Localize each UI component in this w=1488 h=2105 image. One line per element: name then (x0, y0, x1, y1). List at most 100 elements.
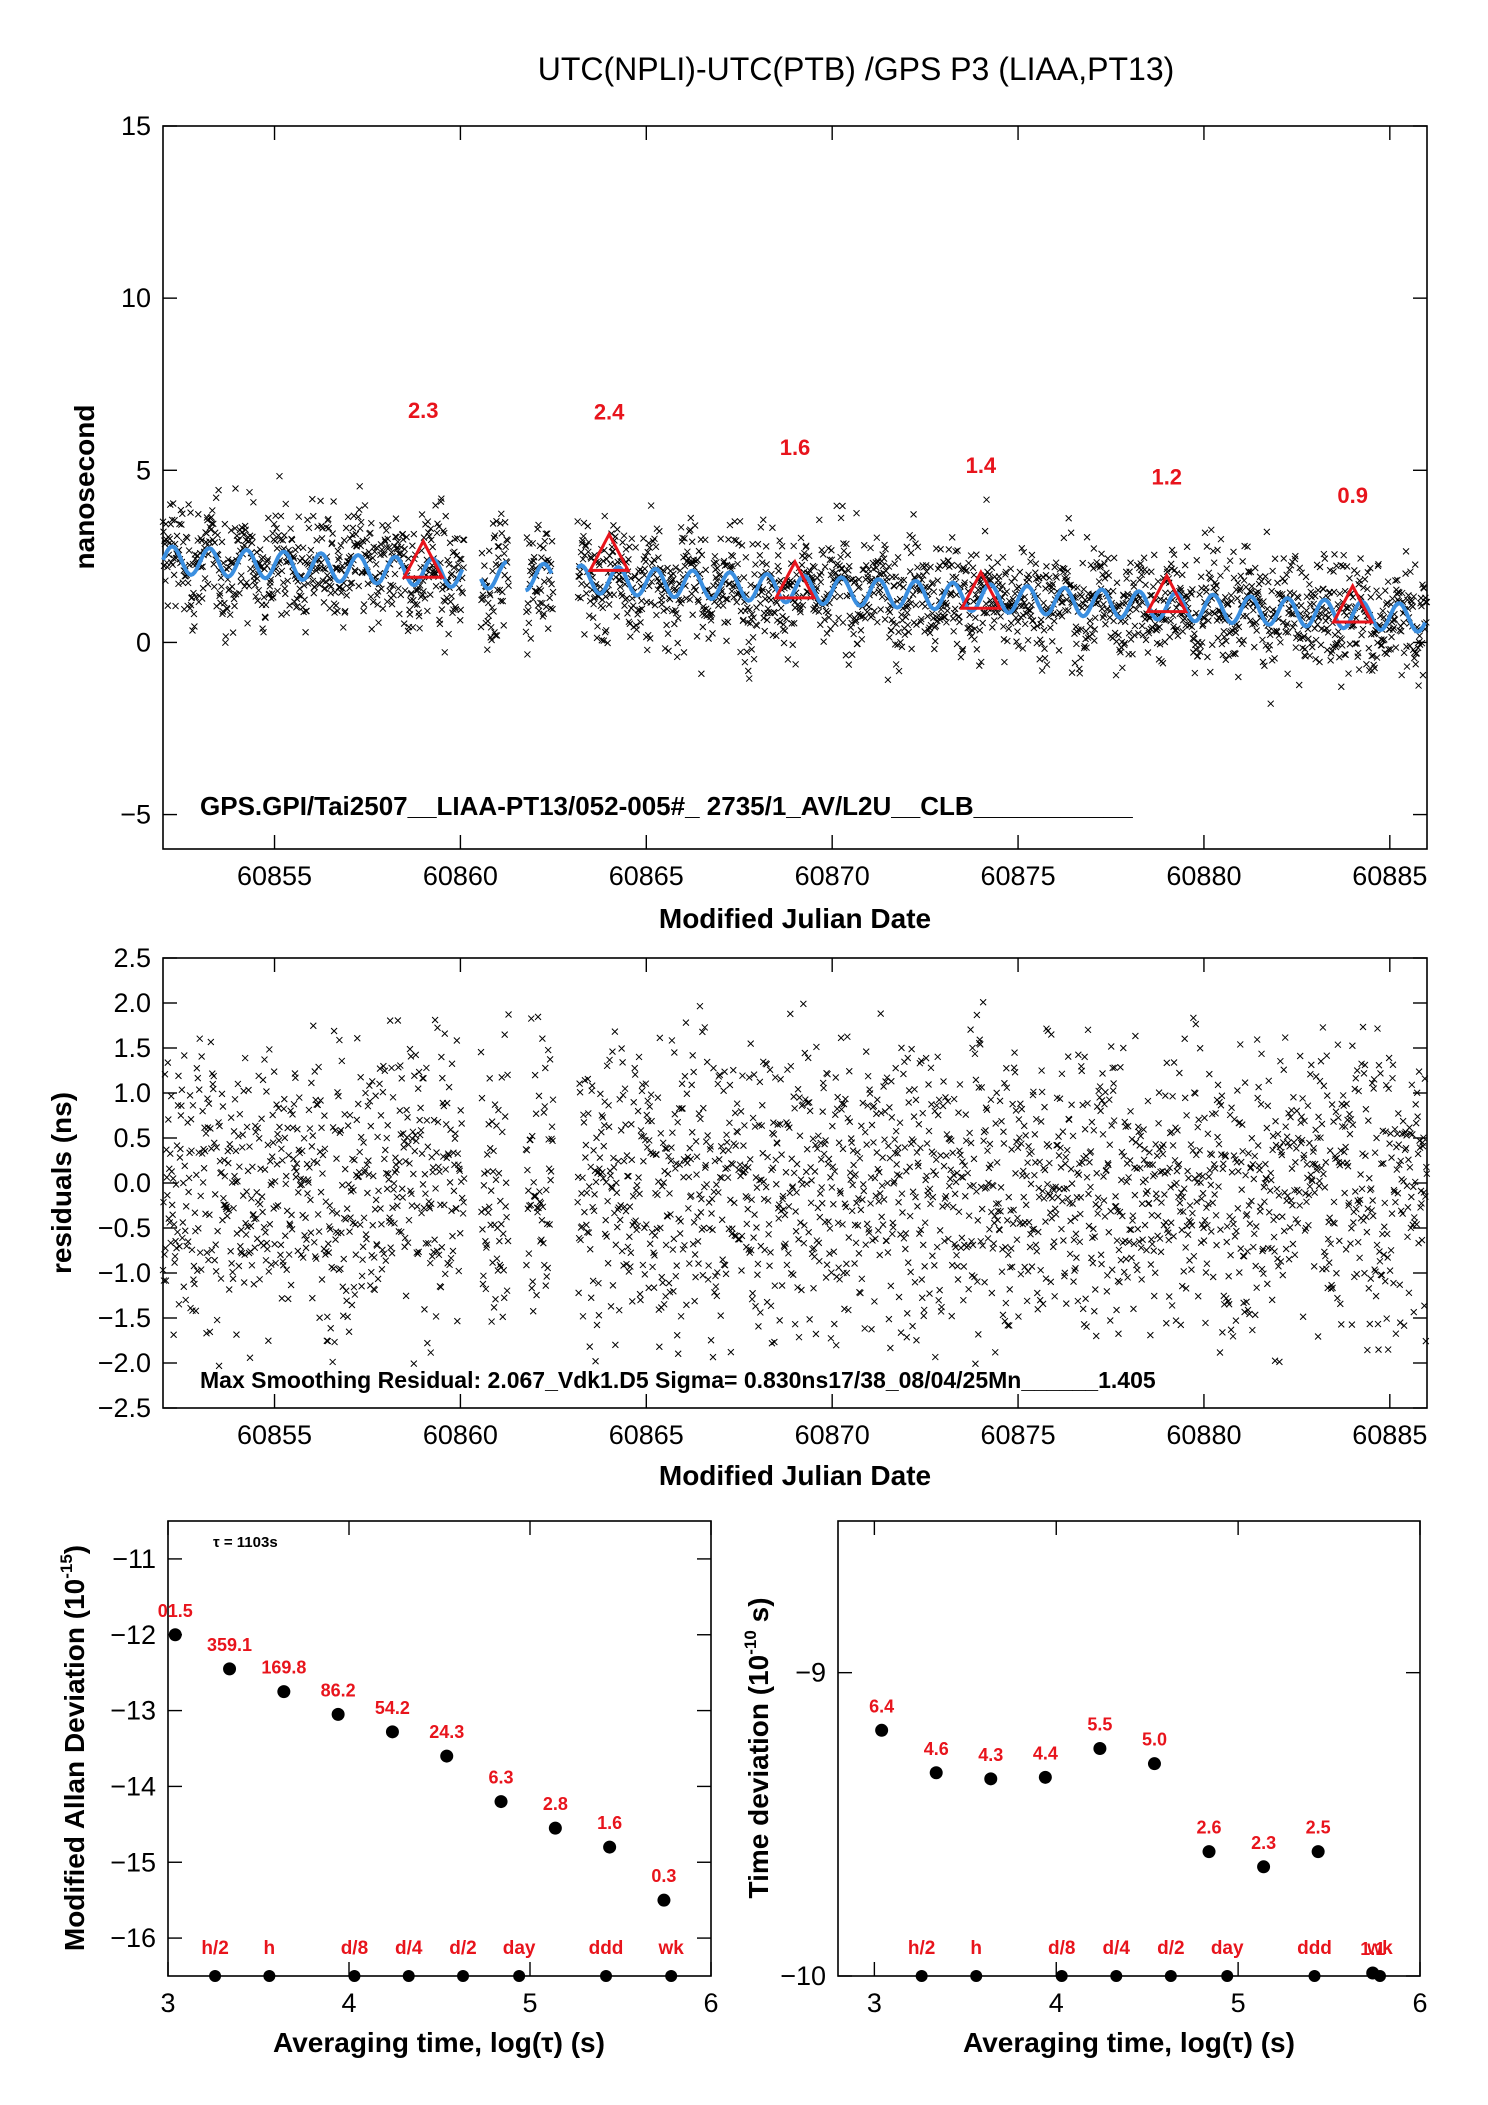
mid-point (645, 1284, 653, 1292)
mid-point (1000, 1128, 1007, 1136)
top-point (1190, 630, 1198, 638)
mid-point (1364, 1346, 1371, 1354)
top-point (1168, 546, 1176, 554)
mid-point (1203, 1260, 1211, 1268)
mid-point (956, 1147, 963, 1155)
top-point (236, 589, 243, 597)
mid-point (903, 1310, 911, 1317)
top-point (184, 579, 192, 587)
top-point (884, 676, 892, 684)
mid-point (302, 1244, 310, 1252)
top-point (1228, 597, 1235, 605)
top-point (788, 579, 796, 586)
mid-point (751, 1211, 758, 1218)
mid-point (863, 1220, 871, 1228)
mid-point (885, 1142, 892, 1150)
top-point (502, 543, 510, 551)
top-point (597, 583, 604, 591)
mid-point (895, 1293, 903, 1301)
mid-point (1202, 1269, 1210, 1276)
mid-point (489, 1168, 497, 1175)
top-point (1363, 660, 1370, 668)
top-point (1014, 628, 1021, 635)
top-point (208, 520, 216, 528)
mid-point (1188, 1266, 1195, 1273)
top-point (1197, 573, 1205, 581)
mid-point (1320, 1082, 1328, 1090)
mid-point (226, 1145, 234, 1153)
mid-point (1053, 1141, 1060, 1149)
top-point (378, 546, 386, 554)
top-point (1121, 639, 1129, 647)
mid-point (269, 1111, 277, 1119)
mid-point (1237, 1245, 1245, 1252)
top-point (1351, 640, 1359, 647)
top-point (1125, 629, 1133, 637)
top-point (378, 585, 385, 593)
mid-point (460, 1198, 467, 1206)
mid-point (1306, 1139, 1313, 1147)
top-point (500, 622, 508, 629)
mid-point (756, 1078, 764, 1086)
mid-point (1076, 1210, 1084, 1218)
top-point (194, 510, 202, 518)
mid-point (625, 1268, 633, 1275)
mid-point (613, 1223, 621, 1231)
top-point (895, 628, 902, 636)
mid-point (192, 1307, 200, 1315)
mid-point (546, 1056, 554, 1063)
top-point (371, 548, 379, 556)
mid-point (395, 1158, 403, 1166)
top-point (820, 638, 828, 645)
mid-point (1112, 1202, 1120, 1210)
top-point (337, 589, 345, 596)
top-point (698, 551, 706, 559)
mid-point (871, 1174, 879, 1182)
mid-point (1317, 1057, 1325, 1065)
mid-point (433, 1149, 440, 1156)
mid-point (918, 1276, 926, 1283)
top-point (450, 564, 458, 571)
top-point (674, 639, 682, 647)
mid-point (766, 1066, 774, 1074)
mid-point (647, 1091, 655, 1099)
top-point (742, 607, 749, 615)
top-point (988, 564, 996, 572)
top-point (1294, 594, 1302, 602)
top-point (302, 628, 309, 636)
mid-point (1031, 1171, 1038, 1179)
mid-point (920, 1306, 928, 1314)
mid-point (1322, 1265, 1330, 1273)
mid-point (374, 1133, 381, 1141)
top-point (1292, 552, 1299, 560)
top-point (1217, 572, 1224, 580)
mid-point (1373, 1134, 1380, 1142)
mid-point (764, 1153, 771, 1161)
top-point (1287, 561, 1295, 569)
mid-point (1265, 1208, 1273, 1216)
mid-point (455, 1267, 463, 1275)
mid-point (529, 1307, 537, 1315)
top-point (1330, 588, 1338, 596)
top-point (327, 589, 335, 597)
top-annotation: GPS.GPI/Tai2507__LIAA-PT13/052-005#_ 273… (200, 791, 1133, 821)
mid-point (650, 1284, 658, 1292)
top-point (873, 534, 881, 542)
mid-point (303, 1160, 311, 1168)
mid-point (1278, 1213, 1286, 1220)
top-point (1218, 640, 1226, 648)
top-point (1135, 601, 1143, 608)
top-point (373, 591, 381, 599)
mid-point (938, 1303, 945, 1311)
top-point (1254, 588, 1262, 596)
top-point (173, 532, 181, 540)
mid-point (982, 1104, 990, 1112)
mid-point (761, 1246, 769, 1254)
top-point (1321, 555, 1329, 562)
mid-point (269, 1139, 277, 1146)
mid-point (1098, 1097, 1106, 1104)
top-point (1322, 606, 1330, 614)
top-point (432, 582, 440, 590)
top-point (355, 582, 363, 590)
top-point (778, 542, 786, 550)
